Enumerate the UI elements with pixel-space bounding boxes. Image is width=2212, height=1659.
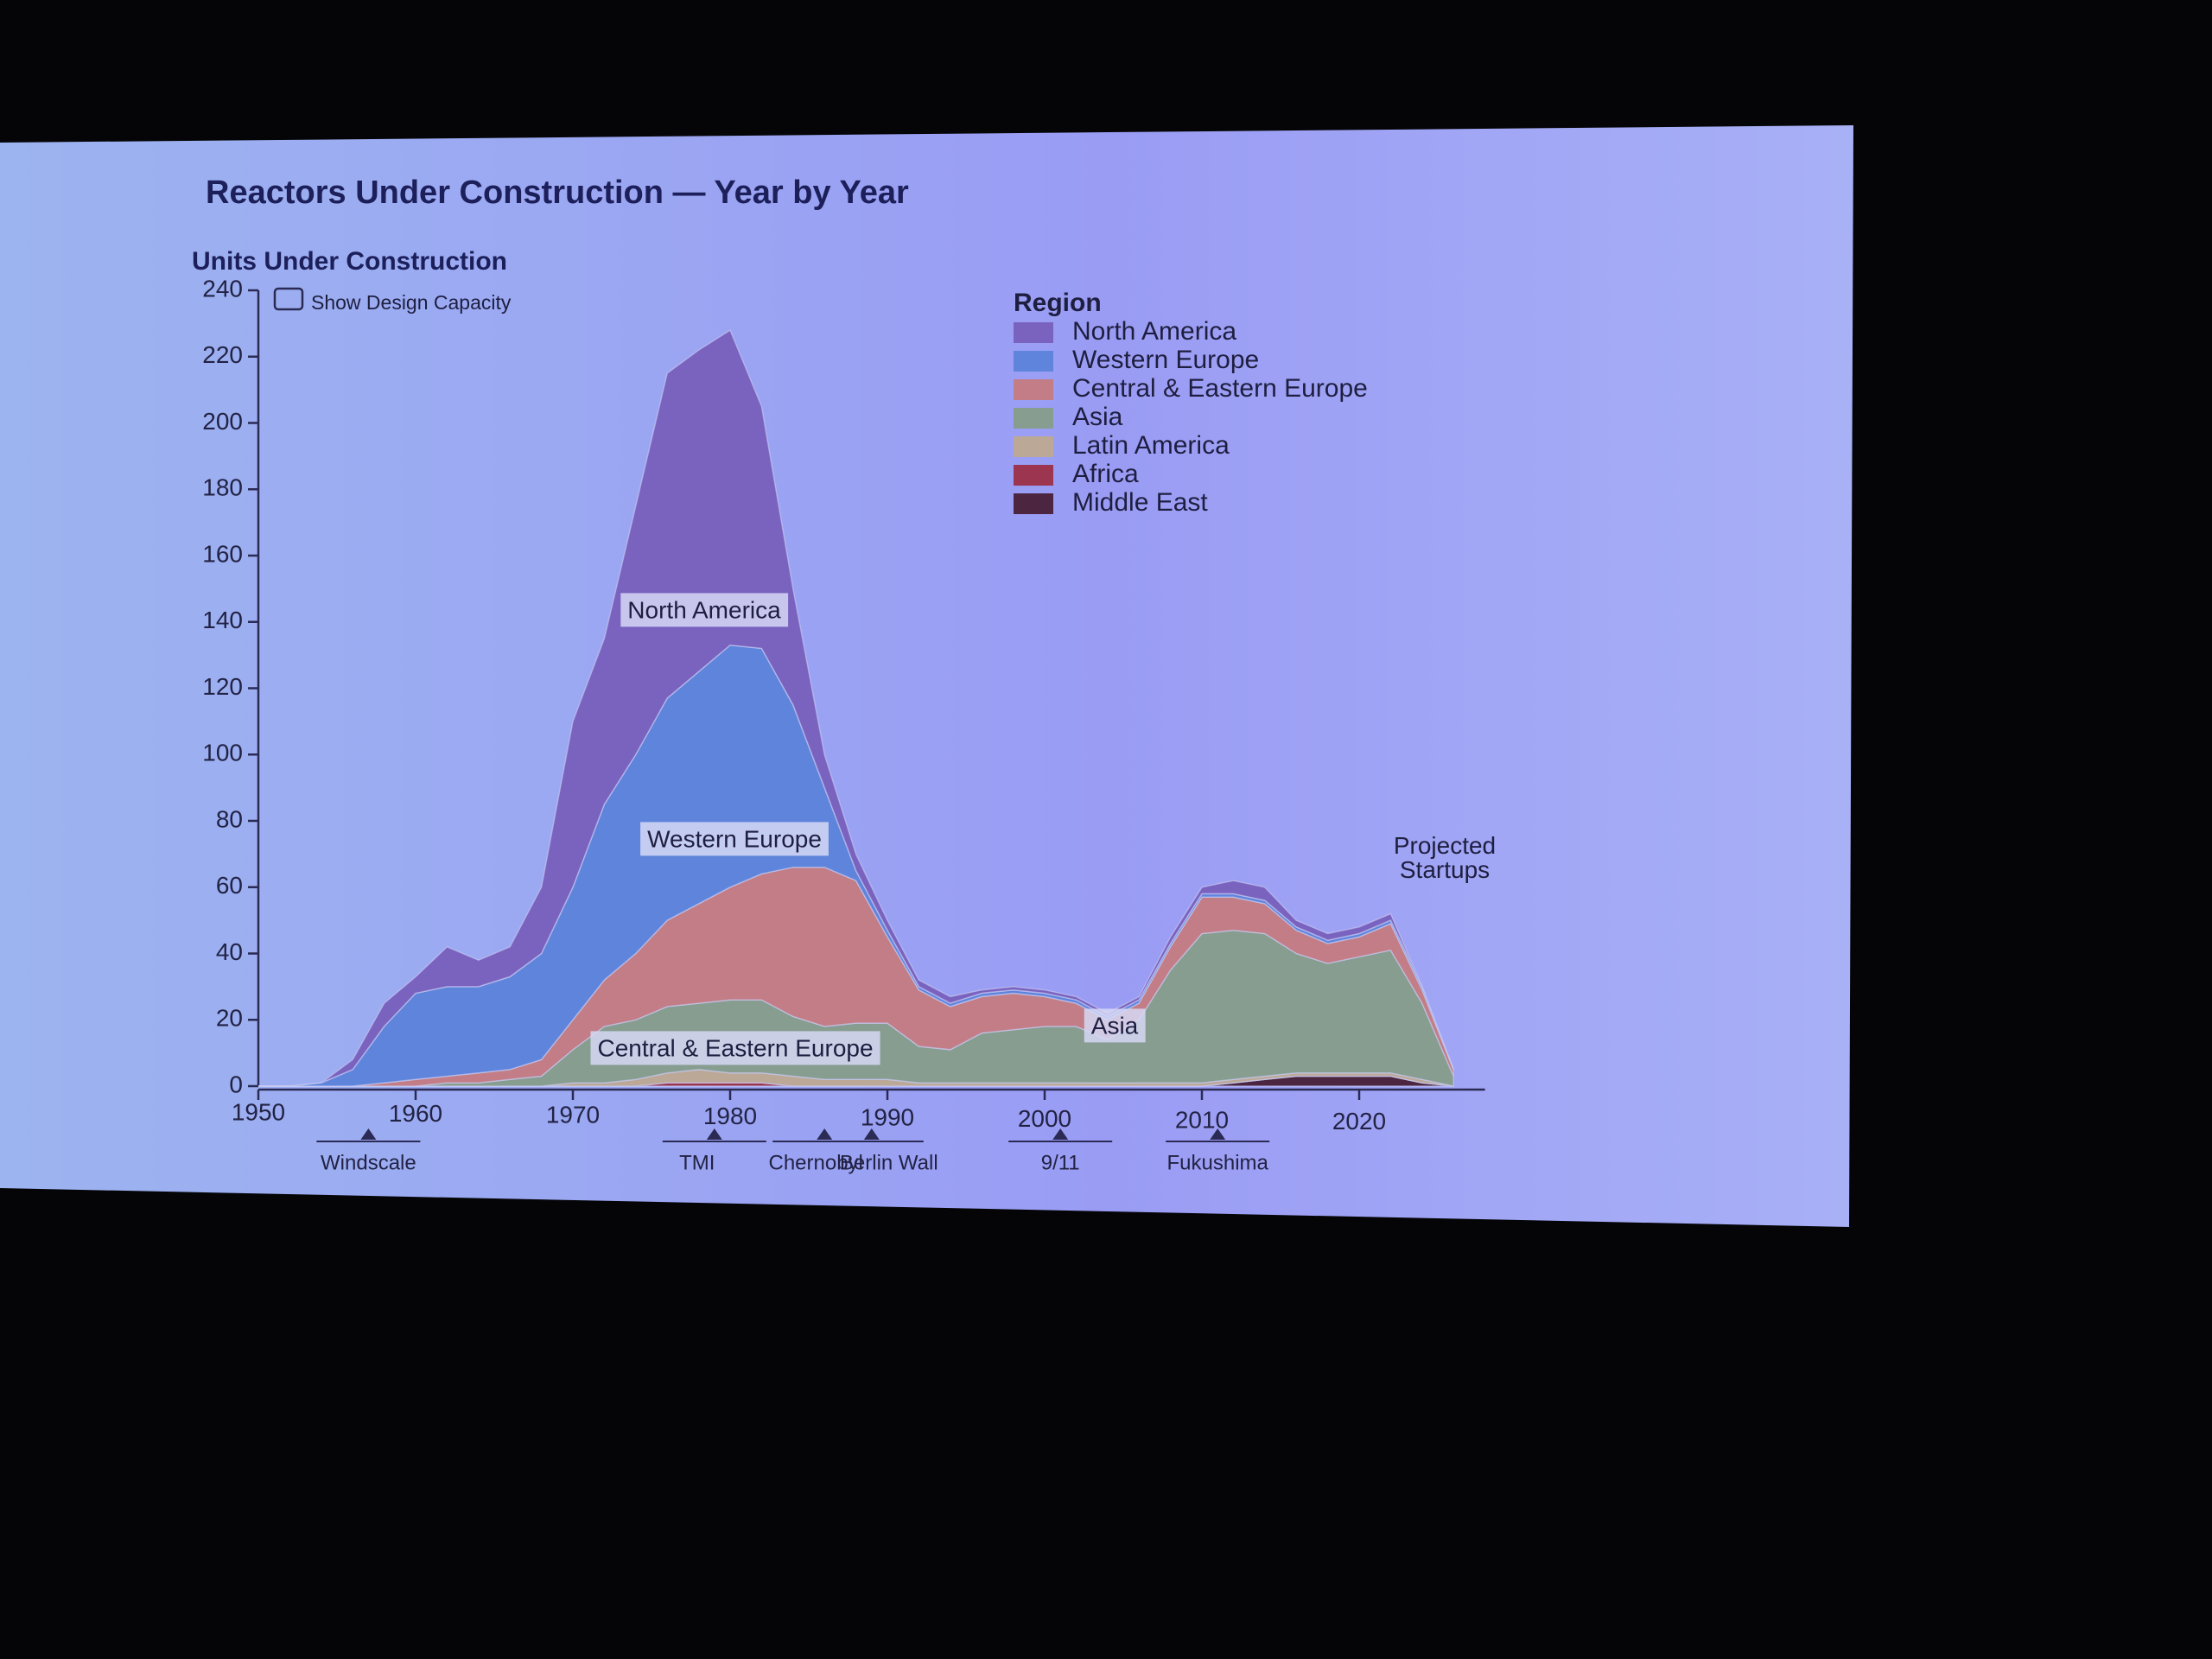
event-label: Berlin Wall (840, 1151, 938, 1174)
legend-label: Middle East (1072, 488, 1208, 517)
x-tick-label: 1970 (546, 1101, 600, 1128)
y-tick-label: 120 (202, 673, 243, 700)
legend-swatch (1014, 493, 1053, 514)
area-annotation: Asia (1091, 1012, 1139, 1039)
y-tick-label: 60 (216, 872, 243, 899)
checkbox[interactable] (273, 287, 304, 311)
y-tick-label: 0 (229, 1071, 243, 1097)
checkbox-label[interactable]: Show Design Capacity (311, 291, 512, 314)
y-tick-label: 20 (216, 1005, 243, 1032)
chart-title: Reactors Under Construction — Year by Ye… (206, 175, 909, 211)
legend-swatch (1014, 351, 1053, 372)
event-label: Fukushima (1167, 1151, 1269, 1174)
legend-title: Region (1014, 289, 1102, 317)
x-tick-label: 1980 (703, 1103, 757, 1129)
y-tick-label: 40 (216, 938, 243, 965)
legend-label: Latin America (1072, 431, 1230, 460)
area-annotation: North America (627, 596, 781, 623)
legend-label: Central & Eastern Europe (1072, 374, 1368, 403)
legend-label: Western Europe (1072, 346, 1259, 374)
legend-swatch (1014, 408, 1053, 429)
annotation-box (590, 1031, 880, 1065)
legend-label: North America (1072, 317, 1236, 346)
annotation-box (1084, 1008, 1146, 1043)
y-axis-title: Units Under Construction (192, 247, 507, 276)
x-tick-label: 1990 (861, 1103, 914, 1130)
x-tick-label: 2000 (1018, 1105, 1071, 1132)
event-marker (360, 1128, 377, 1140)
annotation-box (640, 822, 829, 856)
x-tick-label: 2020 (1332, 1108, 1386, 1135)
area-annotation: Projected Startups (1394, 832, 1496, 883)
event-label: Chernobyl (768, 1151, 862, 1174)
legend-swatch (1014, 379, 1053, 400)
legend-swatch (1014, 436, 1053, 457)
y-tick-label: 180 (202, 474, 243, 501)
legend-swatch (1014, 465, 1053, 486)
legend-swatch (1014, 322, 1053, 343)
y-tick-label: 240 (202, 275, 243, 302)
y-tick-label: 100 (202, 740, 243, 766)
event-marker (863, 1128, 880, 1140)
x-tick-label: 1960 (389, 1100, 442, 1127)
y-tick-label: 140 (202, 607, 243, 633)
y-tick-label: 80 (216, 805, 243, 832)
event-label: Windscale (321, 1151, 416, 1174)
event-marker (1210, 1128, 1226, 1140)
area-annotation: Western Europe (647, 825, 822, 852)
event-label: TMI (679, 1151, 715, 1174)
area-annotation: Central & Eastern Europe (597, 1034, 873, 1061)
annotation-box (620, 593, 789, 627)
event-label: 9/11 (1041, 1151, 1080, 1174)
legend-label: Asia (1072, 403, 1123, 431)
event-marker (1052, 1128, 1069, 1140)
legend-label: Africa (1072, 460, 1139, 488)
y-tick-label: 160 (202, 540, 243, 567)
event-marker (817, 1128, 833, 1140)
x-tick-label: 2010 (1175, 1106, 1229, 1133)
y-tick-label: 220 (202, 341, 243, 368)
area (258, 328, 1454, 1087)
y-tick-label: 200 (202, 408, 243, 435)
x-tick-label: 1950 (232, 1098, 285, 1125)
event-marker (706, 1128, 722, 1140)
